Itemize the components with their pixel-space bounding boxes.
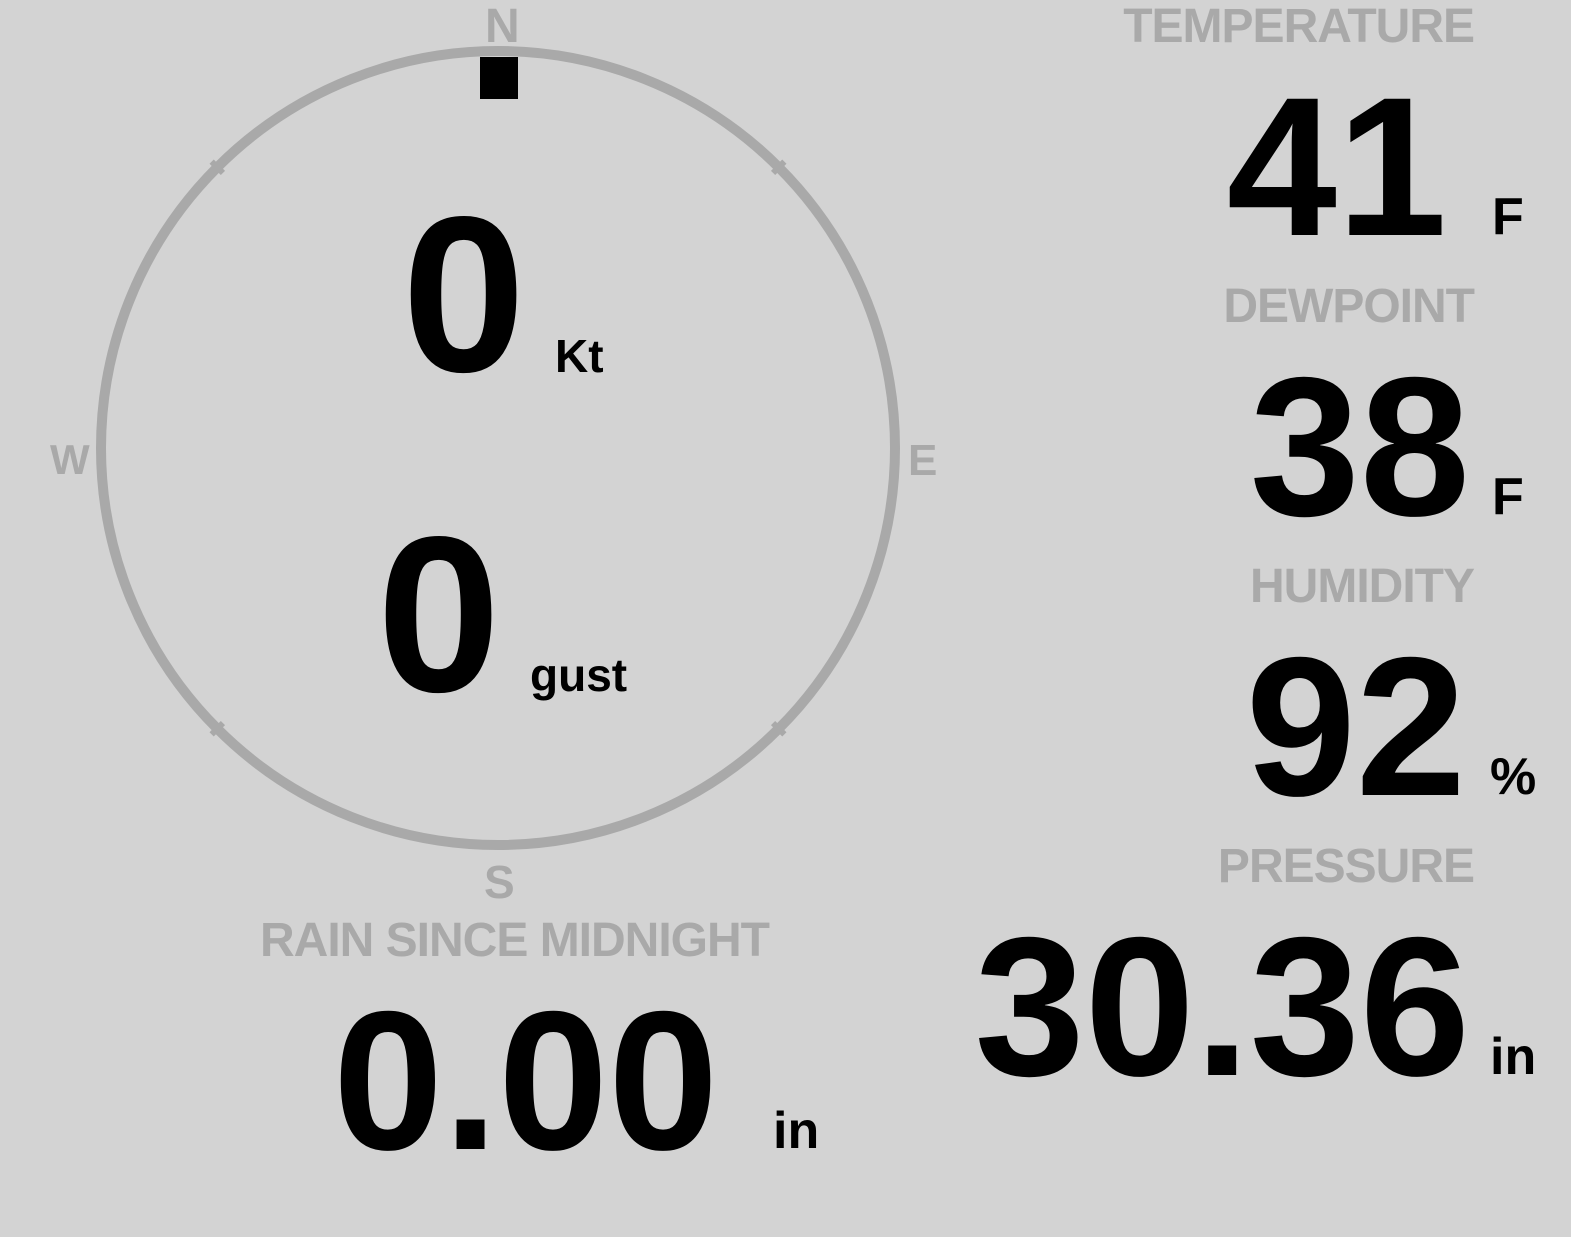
wind-gust-value: 0 [377,491,501,739]
wind-speed-unit: Kt [555,330,604,382]
pressure-unit: in [1490,1028,1537,1086]
compass-east: E [908,436,938,485]
wind-gust-unit: gust [530,649,628,701]
humidity-label: HUMIDITY [1250,560,1475,613]
rain-unit: in [773,1102,820,1160]
compass-tick [770,159,787,176]
compass-tick [209,159,226,176]
compass-ring [96,46,900,850]
pressure-value: 30.36 [974,896,1470,1117]
dewpoint-unit: F [1492,468,1524,526]
compass-north: N [485,0,520,53]
dewpoint-value: 38 [1249,336,1470,557]
humidity-unit: % [1490,748,1537,806]
compass-west: W [50,436,90,483]
rain-label: RAIN SINCE MIDNIGHT [260,914,770,967]
rain-value: 0.00 [333,970,719,1191]
compass-south: S [484,856,515,908]
wind-speed-value: 0 [402,171,526,419]
wind-direction-marker [480,57,518,99]
humidity-value: 92 [1245,616,1466,837]
temperature-value: 41 [1226,56,1447,277]
compass-tick [209,720,226,737]
compass-tick [770,720,787,737]
pressure-label: PRESSURE [1217,840,1475,893]
temperature-label: TEMPERATURE [1123,0,1475,53]
temperature-unit: F [1492,188,1524,246]
dewpoint-label: DEWPOINT [1223,280,1475,333]
